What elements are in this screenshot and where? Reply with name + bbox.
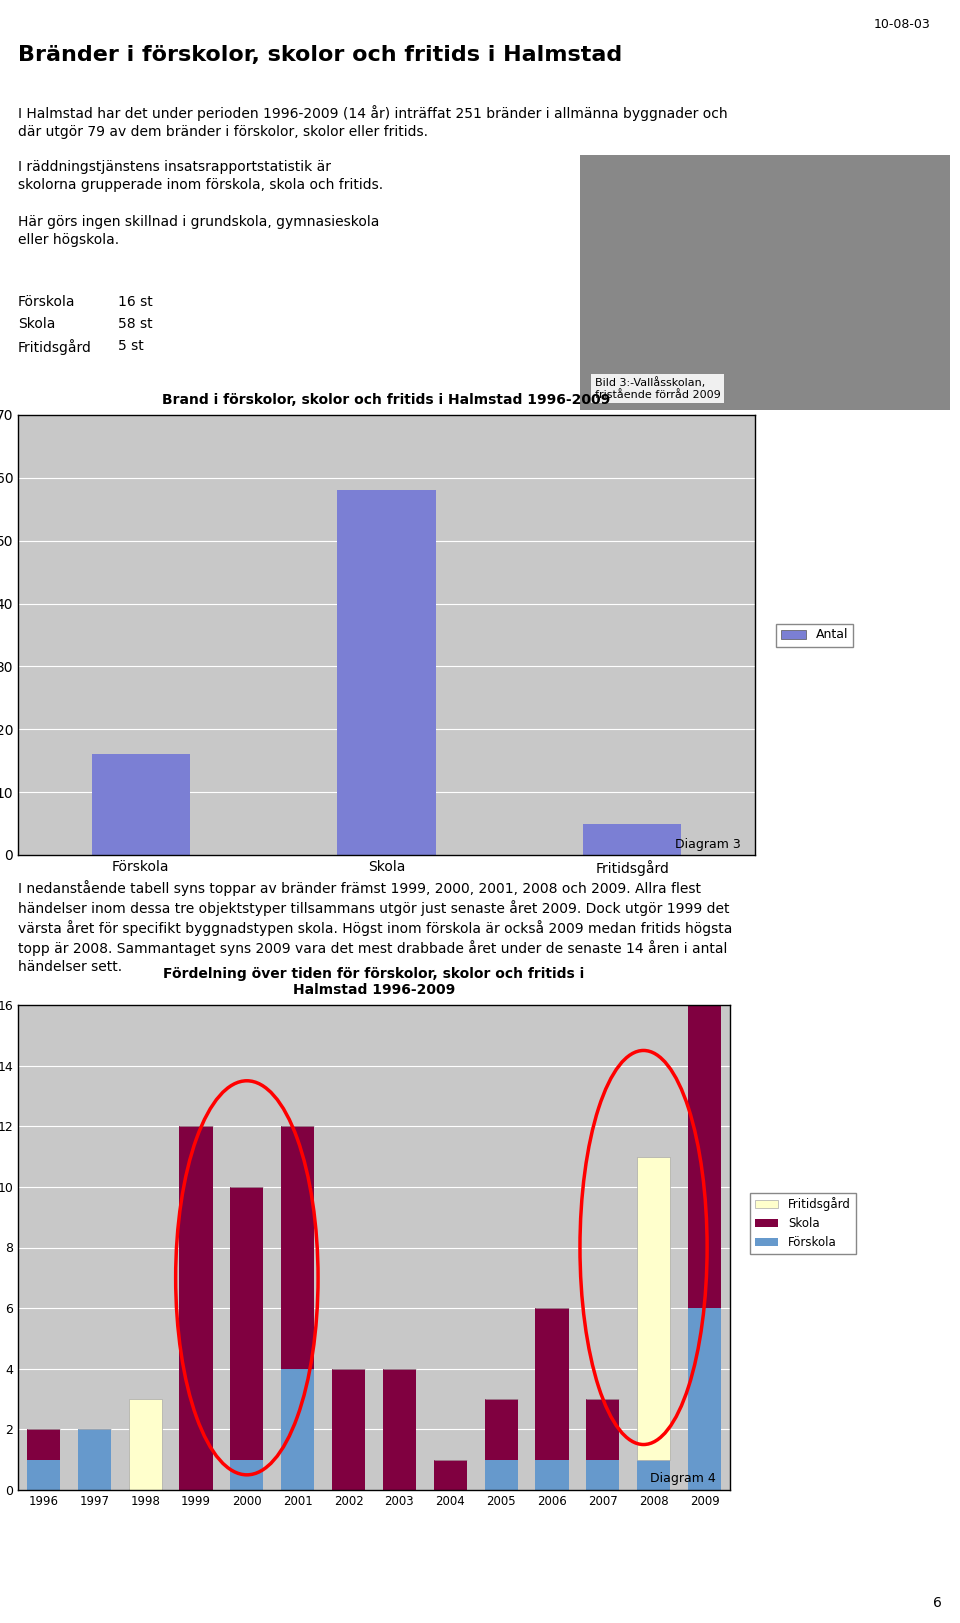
Bar — [536, 1308, 568, 1459]
Bar — [587, 1399, 619, 1459]
Bar — [587, 1459, 619, 1490]
Bar — [230, 1459, 263, 1490]
Text: 6: 6 — [933, 1595, 942, 1610]
Text: topp är 2008. Sammantaget syns 2009 vara det mest drabbade året under de senaste: topp är 2008. Sammantaget syns 2009 vara… — [18, 940, 728, 956]
Text: händelser inom dessa tre objektstyper tillsammans utgör just senaste året 2009. : händelser inom dessa tre objektstyper ti… — [18, 901, 730, 915]
Bar — [434, 1459, 467, 1490]
Text: värsta året för specifikt byggnadstypen skola. Högst inom förskola är också 2009: värsta året för specifikt byggnadstypen … — [18, 920, 732, 936]
Bar — [383, 1368, 416, 1490]
Bar — [583, 823, 682, 855]
Bar — [485, 1459, 517, 1490]
Text: I nedanstående tabell syns toppar av bränder främst 1999, 2000, 2001, 2008 och 2: I nedanstående tabell syns toppar av brä… — [18, 880, 701, 896]
Bar — [281, 1368, 314, 1490]
Bar — [536, 1459, 568, 1490]
Text: 58 st: 58 st — [118, 316, 153, 331]
Bar — [485, 1399, 517, 1459]
Text: skolorna grupperade inom förskola, skola och fritids.: skolorna grupperade inom förskola, skola… — [18, 179, 383, 192]
Bar — [92, 755, 190, 855]
Legend: Antal: Antal — [776, 623, 853, 646]
Bar — [27, 1430, 60, 1459]
Bar — [688, 885, 721, 1308]
Legend: Fritidsgård, Skola, Förskola: Fritidsgård, Skola, Förskola — [750, 1193, 855, 1255]
Bar — [637, 1459, 670, 1490]
Bar — [180, 1126, 212, 1490]
Text: 10-08-03: 10-08-03 — [874, 18, 930, 31]
Bar — [230, 1186, 263, 1459]
Text: eller högskola.: eller högskola. — [18, 234, 119, 247]
Text: I Halmstad har det under perioden 1996-2009 (14 år) inträffat 251 bränder i allm: I Halmstad har det under perioden 1996-2… — [18, 105, 728, 122]
Title: Brand i förskolor, skolor och fritids i Halmstad 1996-2009: Brand i förskolor, skolor och fritids i … — [162, 393, 611, 407]
Text: där utgör 79 av dem bränder i förskolor, skolor eller fritids.: där utgör 79 av dem bränder i förskolor,… — [18, 125, 428, 140]
Bar — [78, 1430, 110, 1490]
Bar — [637, 1157, 670, 1459]
Text: 16 st: 16 st — [118, 295, 153, 308]
Text: 5 st: 5 st — [118, 339, 144, 352]
Text: Förskola: Förskola — [18, 295, 76, 308]
Text: Fritidsgård: Fritidsgård — [18, 339, 92, 355]
Bar — [27, 1459, 60, 1490]
Text: Diagram 4: Diagram 4 — [650, 1472, 716, 1485]
Text: Bild 3:-Vallåsskolan,
fristående förråd 2009: Bild 3:-Vallåsskolan, fristående förråd … — [595, 377, 721, 399]
Bar — [129, 1399, 161, 1490]
Bar — [332, 1368, 365, 1490]
Text: I räddningstjänstens insatsrapportstatistik är: I räddningstjänstens insatsrapportstatis… — [18, 161, 331, 174]
Title: Fördelning över tiden för förskolor, skolor och fritids i
Halmstad 1996-2009: Fördelning över tiden för förskolor, sko… — [163, 967, 585, 997]
Text: Här görs ingen skillnad i grundskola, gymnasieskola: Här görs ingen skillnad i grundskola, gy… — [18, 214, 379, 229]
Text: Bränder i förskolor, skolor och fritids i Halmstad: Bränder i förskolor, skolor och fritids … — [18, 45, 622, 65]
Text: Skola: Skola — [18, 316, 56, 331]
Text: händelser sett.: händelser sett. — [18, 959, 122, 974]
Bar — [337, 490, 436, 855]
Bar — [688, 1308, 721, 1490]
Bar — [281, 1126, 314, 1368]
Text: Diagram 3: Diagram 3 — [675, 837, 740, 850]
